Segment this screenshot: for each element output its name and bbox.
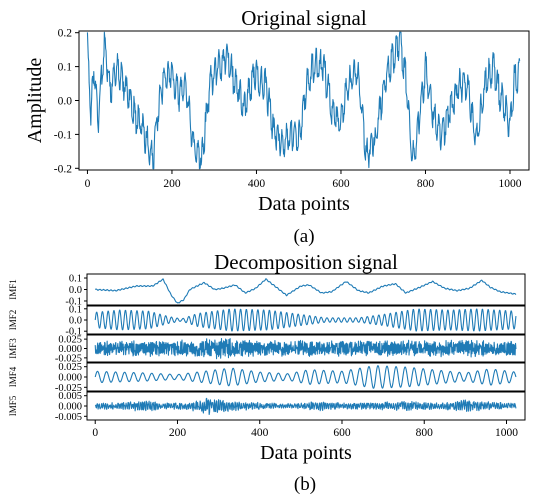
chart-b-y-tick-label: -0.025 — [55, 383, 82, 394]
chart-a-x-tick-label: 0 — [85, 178, 91, 190]
chart-b-imf2-label: IMF2 — [8, 310, 18, 331]
chart-a-title: Original signal — [241, 6, 367, 30]
chart-b-y-tick-label: -0.1 — [65, 327, 82, 338]
chart-a-x-tick-label: 1000 — [498, 178, 521, 190]
chart-a-series-line — [86, 31, 521, 170]
chart-a-x-tick-label: 200 — [163, 178, 181, 190]
chart-b-x-tick-label: 400 — [251, 427, 269, 439]
chart-b-y-tick-label: 0.005 — [58, 391, 82, 402]
chart-a-x-tick-label: 600 — [332, 178, 350, 190]
chart-a-y-tick-label: -0.1 — [54, 129, 72, 141]
panel-b-label: (b) — [294, 474, 316, 495]
chart-b-imf4-frame — [86, 362, 526, 392]
chart-b-x-label: Data points — [260, 442, 352, 464]
chart-b-imf5-label: IMF5 — [8, 395, 18, 416]
chart-a-x-tick-label: 400 — [248, 178, 266, 190]
chart-b-y-tick-label: 0.000 — [58, 373, 82, 384]
chart-a-x-label: Data points — [258, 193, 350, 215]
chart-b-y-tick-label: 0.1 — [69, 274, 82, 285]
chart-b-imf2-line — [94, 308, 517, 332]
chart-a-y-tick-label: -0.2 — [54, 163, 72, 175]
panel-a-label: (a) — [293, 226, 314, 247]
chart-a-x-tick-label: 800 — [417, 178, 435, 190]
chart-b-y-tick-label: -0.025 — [55, 353, 82, 364]
chart-b-imf3-label: IMF3 — [8, 338, 18, 359]
chart-b-x-tick-label: 1000 — [495, 427, 518, 439]
chart-b-title: Decomposition signal — [214, 250, 398, 274]
chart-b-imf4-label: IMF4 — [8, 366, 18, 387]
chart-a-y-label: Amplitude — [24, 58, 46, 144]
chart-b-y-tick-label: -0.005 — [55, 412, 82, 423]
chart-a-y-tick-label: 0.1 — [58, 62, 73, 74]
chart-b-imf4-line — [94, 365, 517, 389]
chart-b-y-tick-label: 0.0 — [69, 285, 82, 296]
chart-b-imf5-line — [94, 397, 517, 416]
chart-b-y-tick-label: 0.000 — [58, 344, 82, 355]
chart-b-x-tick-label: 0 — [92, 427, 98, 439]
chart-b-y-tick-label: -0.1 — [65, 296, 82, 307]
chart-b-x-tick-label: 200 — [169, 427, 187, 439]
chart-b-imf3-line — [94, 337, 517, 360]
chart-a-y-tick-label: 0.2 — [58, 28, 73, 40]
chart-a-y-tick-label: 0.0 — [58, 96, 73, 108]
chart-b-y-tick-label: 0.1 — [69, 304, 82, 315]
chart-b-y-tick-label: 0.000 — [58, 402, 82, 413]
chart-b-x-tick-label: 800 — [416, 427, 434, 439]
chart-b-y-tick-label: 0.025 — [58, 362, 82, 373]
chart-b-y-tick-label: 0.0 — [69, 316, 82, 327]
chart-b-y-tick-label: 0.025 — [58, 335, 82, 346]
chart-b-imf1-label: IMF1 — [8, 279, 18, 300]
chart-b-x-tick-label: 600 — [333, 427, 351, 439]
chart-b-imf1-line — [94, 278, 517, 304]
